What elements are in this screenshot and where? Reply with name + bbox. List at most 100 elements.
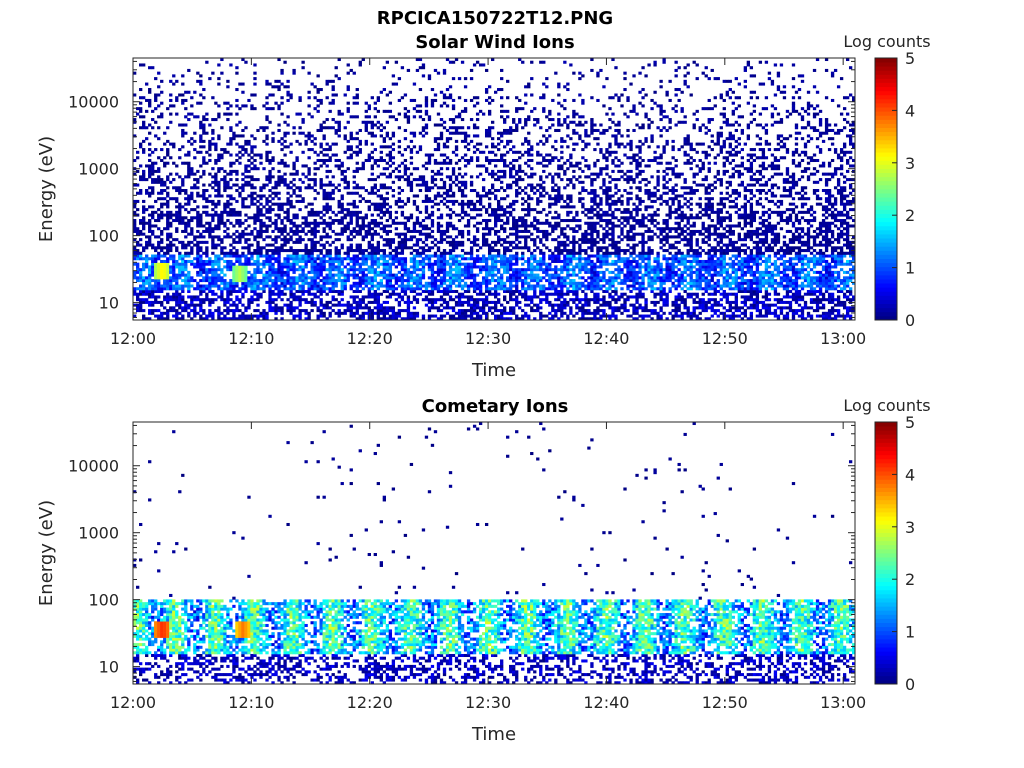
heatmap-cell [241, 199, 245, 203]
heatmap-cell [512, 158, 516, 163]
heatmap-cell [184, 235, 188, 239]
heatmap-cell [160, 90, 164, 94]
heatmap-cell [250, 257, 254, 261]
heatmap-cell [331, 279, 335, 283]
heatmap-cell [205, 317, 209, 321]
heatmap-cell [292, 281, 296, 285]
heatmap-cell [220, 210, 224, 214]
heatmap-cell [265, 79, 269, 83]
heatmap-cell [475, 164, 480, 168]
heatmap-cell [521, 268, 525, 272]
heatmap-cell [460, 229, 465, 233]
heatmap-cell [235, 71, 239, 75]
heatmap-cell [439, 137, 444, 141]
heatmap-cell [512, 254, 516, 258]
heatmap-cell [406, 229, 411, 233]
heatmap-cell [214, 180, 218, 184]
heatmap-cell [259, 189, 263, 193]
heatmap-cell [325, 268, 329, 272]
heatmap-cell [256, 232, 260, 236]
heatmap-cell [487, 251, 492, 255]
heatmap-cell [337, 210, 341, 214]
heatmap-cell [187, 172, 191, 176]
heatmap-cell [460, 287, 465, 291]
heatmap-cell [193, 243, 197, 247]
heatmap-cell [151, 292, 155, 296]
heatmap-cell [367, 120, 371, 124]
heatmap-cell [424, 298, 429, 302]
heatmap-cell [253, 287, 257, 291]
heatmap-cell [418, 109, 423, 113]
heatmap-cell [376, 164, 380, 168]
heatmap-cell [148, 257, 152, 261]
heatmap-cell [217, 216, 221, 220]
heatmap-cell [253, 137, 257, 141]
heatmap-cell [220, 311, 224, 315]
heatmap-cell [277, 279, 281, 283]
heatmap-cell [229, 287, 233, 291]
heatmap-cell [494, 243, 498, 247]
heatmap-cell [328, 197, 332, 201]
heatmap-cell [265, 259, 269, 263]
heatmap-cell [506, 128, 510, 132]
heatmap-cell [475, 254, 480, 258]
heatmap-cell [142, 265, 146, 269]
heatmap-cell [421, 66, 426, 70]
heatmap-cell [220, 246, 224, 250]
heatmap-cell [376, 309, 380, 313]
heatmap-cell [337, 202, 341, 206]
heatmap-cell [235, 104, 239, 108]
heatmap-cell [340, 161, 344, 165]
heatmap-cell [175, 197, 179, 201]
heatmap-cell [322, 197, 326, 201]
heatmap-cell [460, 205, 465, 209]
heatmap-cell [202, 235, 206, 239]
heatmap-cell [388, 224, 393, 228]
heatmap-cell [454, 243, 459, 247]
heatmap-cell [262, 221, 266, 225]
heatmap-cell [506, 300, 510, 304]
heatmap-cell [463, 85, 468, 89]
heatmap-cell [457, 219, 462, 223]
heatmap-cell [494, 90, 498, 94]
heatmap-cell [238, 224, 242, 228]
heatmap-cell [154, 235, 158, 239]
heatmap-cell [301, 150, 305, 154]
heatmap-cell [193, 262, 197, 266]
heatmap-cell [337, 292, 341, 296]
heatmap-cell [232, 232, 236, 236]
heatmap-cell [451, 249, 456, 253]
heatmap-cell [160, 270, 164, 274]
heatmap-cell [196, 240, 200, 244]
heatmap-cell [307, 259, 311, 263]
heatmap-cell [247, 158, 251, 163]
heatmap-cell [367, 246, 371, 250]
heatmap-cell [391, 273, 396, 277]
heatmap-cell [448, 240, 453, 244]
heatmap-cell [154, 169, 158, 173]
heatmap-cell [367, 199, 371, 203]
heatmap-cell [328, 243, 332, 247]
heatmap-cell [457, 180, 462, 184]
heatmap-cell [376, 262, 380, 266]
heatmap-cell [494, 153, 498, 157]
heatmap-cell [421, 268, 426, 272]
heatmap-cell [217, 167, 221, 171]
heatmap-cell [406, 309, 411, 313]
heatmap-cell [364, 262, 368, 266]
heatmap-cell [283, 265, 287, 269]
heatmap-cell [448, 189, 453, 193]
heatmap-cell [298, 300, 302, 304]
heatmap-cell [494, 229, 498, 233]
heatmap-cell [214, 145, 218, 149]
heatmap-cell [322, 229, 326, 233]
heatmap-cell [190, 300, 194, 304]
heatmap-cell [506, 142, 510, 146]
heatmap-cell [439, 317, 444, 321]
heatmap-cell [139, 276, 143, 280]
heatmap-cell [481, 232, 486, 236]
heatmap-cell [484, 88, 489, 92]
heatmap-cell [325, 142, 329, 146]
heatmap-cell [142, 232, 146, 236]
heatmap-cell [433, 279, 438, 283]
